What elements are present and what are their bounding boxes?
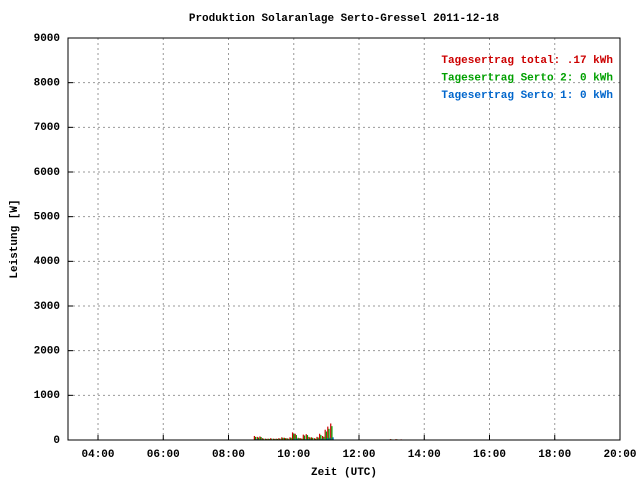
bar — [330, 423, 332, 440]
bar — [285, 438, 287, 440]
x-tick-label: 08:00 — [212, 449, 245, 461]
bar — [260, 437, 262, 440]
bar — [316, 436, 318, 440]
bar — [261, 438, 264, 440]
bar — [327, 426, 329, 440]
bar — [319, 433, 321, 440]
bar — [324, 429, 326, 440]
bar — [267, 438, 269, 440]
bar — [271, 438, 273, 440]
bar — [293, 433, 295, 440]
bar — [300, 438, 302, 440]
bar — [268, 438, 270, 440]
x-axis-label: Zeit (UTC) — [311, 467, 377, 479]
bar — [303, 435, 306, 440]
bar — [321, 438, 323, 440]
x-tick-label: 14:00 — [408, 449, 441, 461]
x-tick-label: 20:00 — [603, 449, 636, 461]
bar — [302, 434, 304, 440]
x-tick-label: 10:00 — [277, 449, 310, 461]
bar — [296, 438, 299, 440]
bar — [264, 438, 267, 440]
bar — [275, 438, 277, 440]
x-tick-label: 04:00 — [82, 449, 115, 461]
bar — [306, 435, 309, 440]
bar — [283, 437, 286, 440]
bar — [281, 437, 283, 440]
y-tick-label: 9000 — [34, 33, 60, 45]
bar — [273, 438, 275, 440]
x-tick-label: 12:00 — [342, 449, 375, 461]
bar — [276, 438, 279, 440]
bar — [329, 437, 331, 440]
x-tick-label: 18:00 — [538, 449, 571, 461]
bar — [287, 438, 289, 440]
bar — [270, 438, 272, 440]
bar — [257, 437, 260, 440]
bar — [286, 438, 288, 440]
bar — [320, 435, 322, 440]
bar — [313, 438, 316, 440]
y-tick-label: 1000 — [34, 390, 60, 402]
bar — [290, 437, 292, 440]
y-tick-label: 3000 — [34, 301, 60, 313]
y-tick-label: 7000 — [34, 122, 60, 134]
bar — [325, 431, 327, 440]
bar — [294, 438, 296, 440]
bar — [305, 434, 307, 440]
y-tick-label: 2000 — [34, 346, 60, 358]
bar — [328, 428, 330, 440]
bar — [323, 436, 325, 440]
bar — [331, 426, 333, 440]
bar — [295, 435, 297, 440]
x-tick-label: 06:00 — [147, 449, 180, 461]
legend-entry: Tagesertrag Serto 1: 0 kWh — [441, 90, 613, 102]
bar — [315, 438, 317, 440]
bar — [301, 438, 303, 440]
y-tick-label: 4000 — [34, 256, 60, 268]
bar — [294, 433, 296, 440]
y-tick-label: 0 — [53, 435, 60, 447]
bar — [312, 437, 314, 440]
bar — [332, 437, 334, 440]
bar — [317, 437, 319, 440]
legend-entry: Tagesertrag total: .17 kWh — [441, 55, 613, 67]
bar — [279, 438, 281, 440]
bar — [309, 437, 311, 440]
bar — [256, 436, 258, 440]
bar — [263, 438, 265, 440]
bar — [308, 436, 310, 440]
legend-entry: Tagesertrag Serto 2: 0 kWh — [441, 72, 613, 84]
bar — [253, 435, 255, 440]
bar — [274, 438, 276, 440]
bar — [259, 436, 261, 440]
bar — [291, 432, 294, 440]
bar — [289, 437, 291, 440]
plot-border — [67, 37, 621, 441]
bar — [282, 437, 284, 440]
bar — [310, 437, 313, 440]
y-tick-label: 6000 — [34, 167, 60, 179]
bar — [278, 438, 280, 440]
y-axis-label: Leistung [W] — [9, 199, 21, 278]
chart-title: Produktion Solaranlage Serto-Gressel 201… — [189, 13, 500, 25]
bar — [254, 436, 257, 440]
y-tick-label: 5000 — [34, 212, 60, 224]
bar — [266, 438, 268, 440]
bar — [321, 435, 324, 440]
x-tick-label: 16:00 — [473, 449, 506, 461]
bar — [326, 438, 329, 440]
bar — [298, 438, 300, 440]
y-tick-label: 8000 — [34, 78, 60, 90]
